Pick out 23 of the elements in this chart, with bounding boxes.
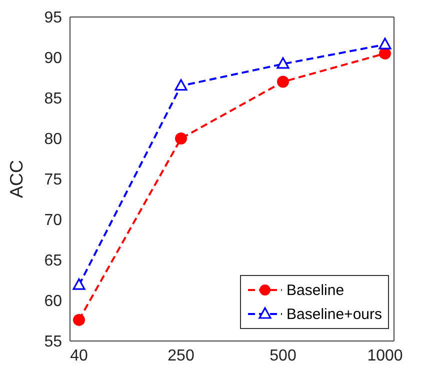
y-tick-label: 70 [44,212,62,230]
point [276,57,290,69]
point [72,278,86,290]
y-tick-label: 55 [44,334,62,351]
x-tick-label: 40 [70,347,88,364]
y-tick-label: 85 [44,90,62,108]
y-tick-label: 75 [44,172,62,189]
point [277,76,289,88]
x-tick-label: 500 [270,347,296,364]
y-axis-title: ACC [6,160,26,198]
legend-label: Baseline+ours [286,306,382,322]
point [174,79,188,91]
x-tick-label: 1000 [367,347,403,364]
point [378,38,392,50]
legend-label: Baseline [286,282,344,298]
y-tick-label: 80 [44,131,62,148]
x-tick-label: 250 [168,347,194,364]
y-tick-label: 60 [44,293,62,310]
y-tick-label: 90 [44,50,62,68]
y-tick-label: 65 [44,252,62,270]
point [73,314,85,326]
point [175,132,187,144]
y-tick-label: 95 [44,10,62,27]
